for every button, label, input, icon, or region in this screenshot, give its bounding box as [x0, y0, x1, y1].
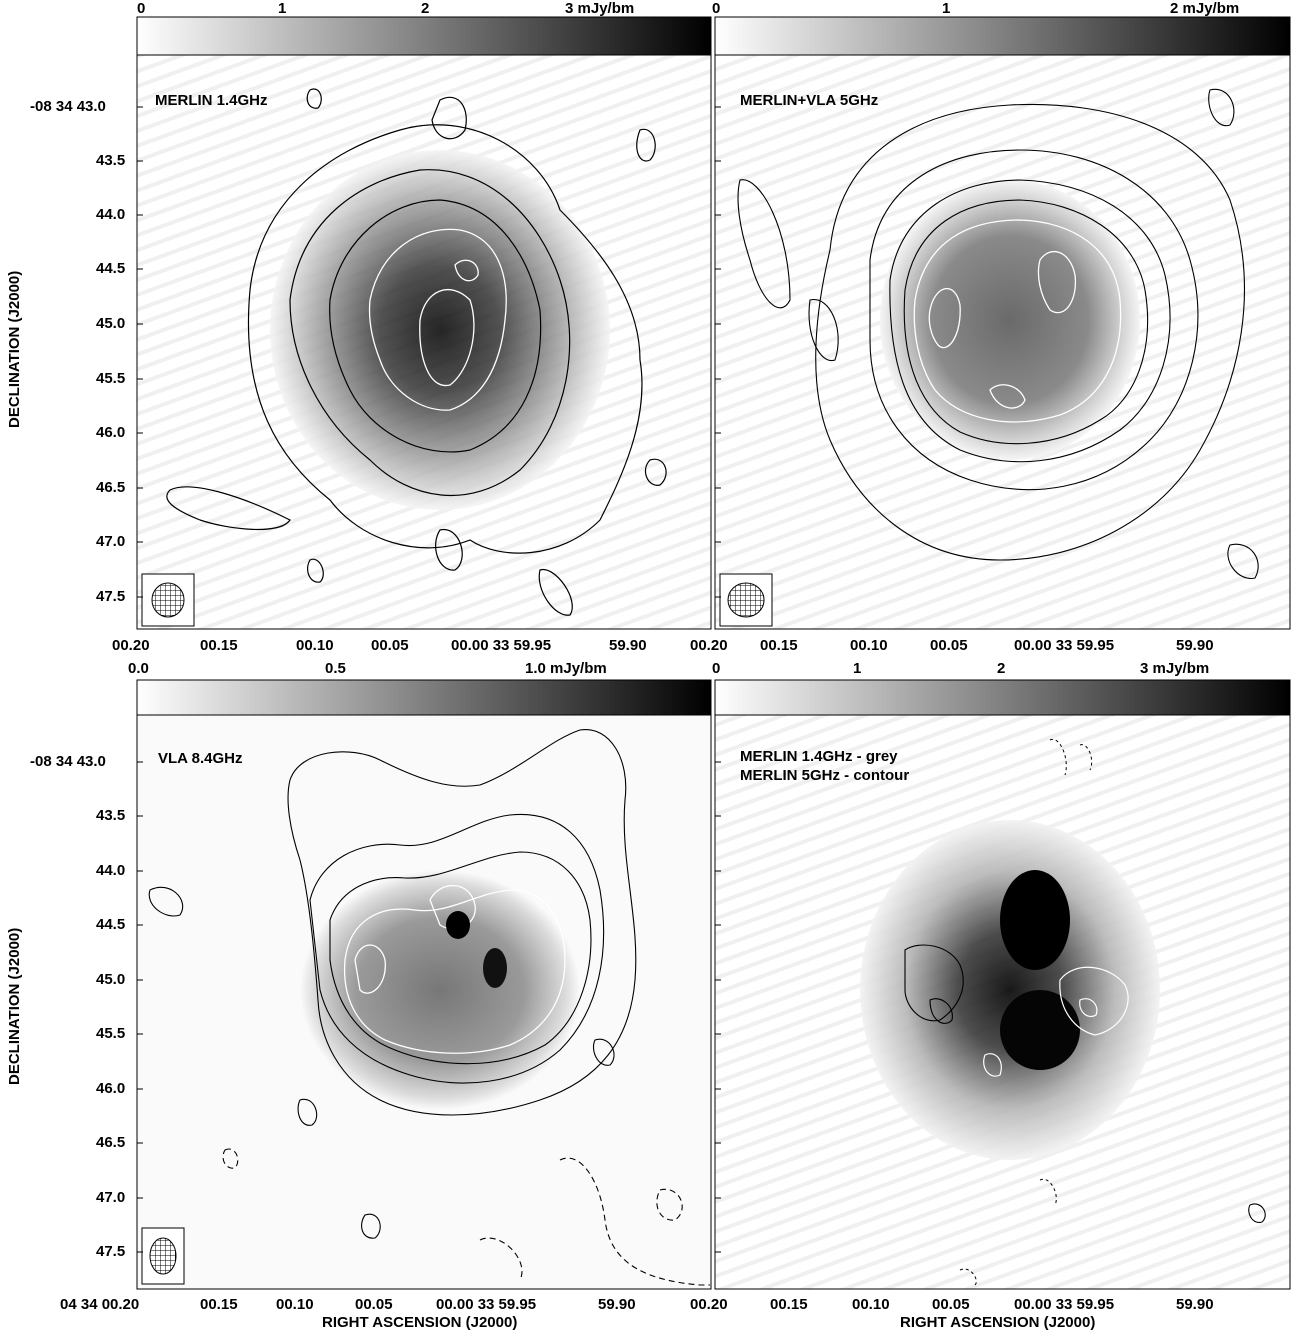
colorbar-tl-label-1: 1: [278, 0, 287, 17]
ra-tick: 00.00 33 59.95: [1014, 637, 1115, 654]
colorbar-bl-label-2: 1.0 mJy/bm: [525, 660, 607, 677]
dec-tick: 44.5: [96, 260, 126, 277]
colorbar-tr: [714, 16, 1291, 56]
colorbar-bl-label-1: 0.5: [325, 660, 346, 677]
colorbar-tl-label-2: 2: [421, 0, 430, 17]
dec-tick: 47.5: [96, 1243, 126, 1260]
dec-tick: 44.0: [96, 206, 126, 223]
xlabel-left: RIGHT ASCENSION (J2000): [322, 1314, 518, 1331]
ra-tick: 59.90: [598, 1296, 636, 1313]
ra-tick: 00.05: [371, 637, 409, 654]
dec-tick: 43.5: [96, 152, 126, 169]
dec-tick: 47.5: [96, 588, 126, 605]
ra-tick: 00.15: [770, 1296, 808, 1313]
dec-tick: 45.5: [96, 370, 126, 387]
ra-tick: 00.05: [930, 637, 968, 654]
colorbar-br-label-0: 0: [712, 660, 721, 677]
colorbar-tl-label-3: 3 mJy/bm: [565, 0, 635, 17]
panel-br-subtitle: MERLIN 5GHz - contour: [740, 767, 910, 784]
panel-merlin-1.4ghz: [136, 54, 712, 630]
dec-tick: 44.5: [96, 916, 126, 933]
ra-tick: 00.15: [760, 637, 798, 654]
colorbar-bl: [136, 679, 712, 716]
panel-br-title: MERLIN 1.4GHz - grey: [740, 748, 898, 765]
ra-tick: 00.05: [355, 1296, 393, 1313]
ra-tick: 59.90: [609, 637, 647, 654]
ra-tick: 00.00 33 59.95: [436, 1296, 537, 1313]
colorbar-br: [714, 679, 1291, 716]
ra-tick: 00.20: [690, 637, 728, 654]
ra-tick: 00.15: [200, 637, 238, 654]
ra-tick: 00.10: [852, 1296, 890, 1313]
colorbar-br-label-3: 3 mJy/bm: [1140, 660, 1210, 677]
dec-tick: 46.5: [96, 479, 126, 496]
colorbar-bl-label-0: 0.0: [128, 660, 149, 677]
dec-tick: 44.0: [96, 862, 126, 879]
xlabel-right: RIGHT ASCENSION (J2000): [900, 1314, 1096, 1331]
panel-merlin-vla-5ghz: [714, 54, 1291, 630]
ra-tick: 00.05: [932, 1296, 970, 1313]
dec-tick: 43.5: [96, 807, 126, 824]
panel-tr-title: MERLIN+VLA 5GHz: [740, 92, 879, 109]
ra-tick: 00.10: [850, 637, 888, 654]
ra-tick: 59.90: [1176, 637, 1214, 654]
panel-merlin-overlay: [714, 714, 1291, 1290]
tick-marks: [137, 106, 721, 1253]
ra-tick: 04 34 00.20: [60, 1296, 140, 1313]
colorbar-tl-label-0: 0: [137, 0, 146, 17]
dec-tick: 47.0: [96, 1189, 126, 1206]
colorbar-br-label-2: 2: [997, 660, 1006, 677]
colorbar-tl: [136, 16, 712, 56]
panel-vla-8.4ghz: [136, 714, 712, 1290]
colorbar-tr-label-1: 1: [942, 0, 951, 17]
ra-tick: 00.10: [296, 637, 334, 654]
ra-tick: 59.90: [1176, 1296, 1214, 1313]
ylabel-bottom: DECLINATION (J2000): [6, 927, 23, 1085]
dec-tick: 45.0: [96, 971, 126, 988]
dec-tick: 46.0: [96, 1080, 126, 1097]
dec-tick: 45.0: [96, 315, 126, 332]
ra-tick: 00.20: [690, 1296, 728, 1313]
colorbar-br-label-1: 1: [853, 660, 862, 677]
ra-tick: 00.15: [200, 1296, 238, 1313]
dec-tick: -08 34 43.0: [30, 98, 106, 115]
dec-tick: 46.5: [96, 1134, 126, 1151]
dec-tick: 45.5: [96, 1025, 126, 1042]
panel-bl-title: VLA 8.4GHz: [158, 750, 243, 767]
panel-tl-title: MERLIN 1.4GHz: [155, 92, 268, 109]
ra-tick: 00.10: [276, 1296, 314, 1313]
colorbar-tr-label-0: 0: [712, 0, 721, 17]
ra-tick: 00.00 33 59.95: [451, 637, 552, 654]
ylabel-top: DECLINATION (J2000): [6, 270, 23, 428]
dec-tick: 47.0: [96, 533, 126, 550]
ra-tick: 00.20: [112, 637, 150, 654]
dec-tick: -08 34 43.0: [30, 753, 106, 770]
colorbar-tr-label-2: 2 mJy/bm: [1170, 0, 1240, 17]
dec-tick: 46.0: [96, 424, 126, 441]
ra-tick: 00.00 33 59.95: [1014, 1296, 1115, 1313]
